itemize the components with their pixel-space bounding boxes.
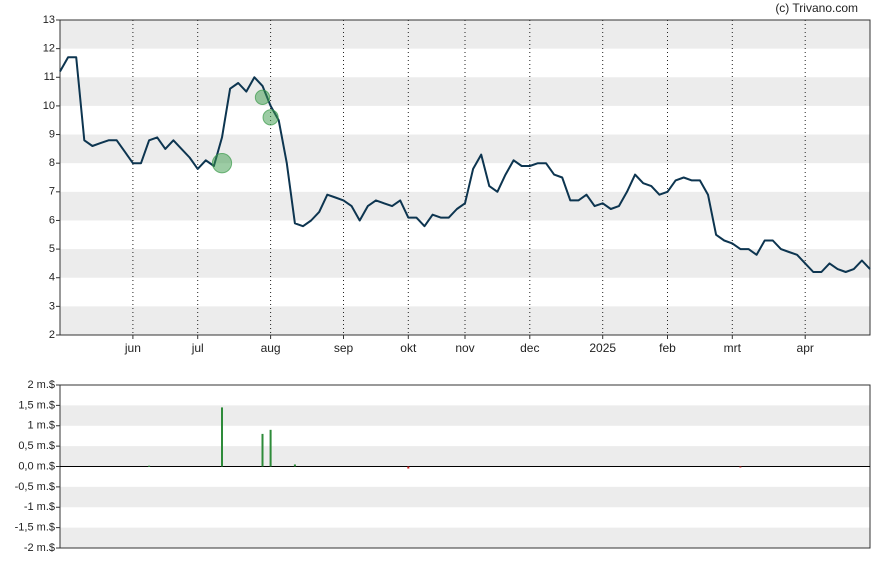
- bubble: [254, 89, 271, 105]
- bar: [739, 466, 742, 468]
- grid-band: [60, 405, 870, 426]
- bar: [261, 433, 264, 467]
- x-tick-label: sep: [334, 341, 354, 355]
- grid-band: [60, 527, 870, 548]
- x-tick-label: apr: [797, 341, 814, 355]
- grid-band: [60, 249, 870, 278]
- x-tick-label: feb: [659, 341, 676, 355]
- y-tick-label: 12: [43, 43, 55, 55]
- y-tick-label: 9: [49, 128, 55, 140]
- y-tick-label: 7: [49, 186, 55, 198]
- y-tick-label: 1,5 m.$: [18, 399, 55, 411]
- y-tick-label: 0,0 m.$: [18, 460, 55, 472]
- y-tick-label: 13: [43, 14, 55, 26]
- y-tick-label: 0,5 m.$: [18, 440, 55, 452]
- y-tick-label: 10: [43, 100, 55, 112]
- y-tick-label: 1 m.$: [27, 420, 55, 432]
- bar: [269, 429, 272, 467]
- y-tick-label: 2 m.$: [27, 379, 55, 391]
- y-tick-label: -0,5 m.$: [15, 481, 55, 493]
- y-tick-label: 2: [49, 329, 55, 341]
- grid-band: [60, 77, 870, 106]
- bar: [148, 465, 151, 467]
- x-tick-label: dec: [520, 341, 539, 355]
- grid-band: [60, 446, 870, 467]
- x-tick-label: aug: [261, 341, 281, 355]
- x-tick-label: jun: [124, 341, 141, 355]
- credit: (c) Trivano.com: [775, 1, 858, 15]
- y-tick-label: 3: [49, 300, 55, 312]
- y-tick-label: 5: [49, 243, 55, 255]
- y-tick-label: 4: [49, 272, 55, 284]
- y-tick-label: -2 m.$: [24, 542, 55, 554]
- bubble: [262, 109, 279, 126]
- bar: [221, 407, 223, 467]
- grid-band: [60, 486, 870, 508]
- x-tick-label: mrt: [724, 341, 742, 355]
- x-tick-label: okt: [400, 341, 417, 355]
- bubble: [211, 153, 233, 174]
- y-tick-label: -1 m.$: [24, 501, 55, 513]
- x-tick-label: nov: [455, 341, 474, 355]
- x-tick-label: jul: [191, 341, 204, 355]
- bar: [407, 466, 410, 469]
- x-tick-label: 2025: [589, 341, 616, 355]
- price-line: [59, 56, 871, 273]
- y-tick-label: -1,5 m.$: [15, 522, 55, 534]
- y-tick-label: 11: [44, 71, 55, 83]
- y-tick-label: 8: [49, 157, 55, 169]
- bar: [293, 464, 296, 467]
- plot-frame: [59, 19, 871, 336]
- y-tick-label: 6: [49, 214, 55, 226]
